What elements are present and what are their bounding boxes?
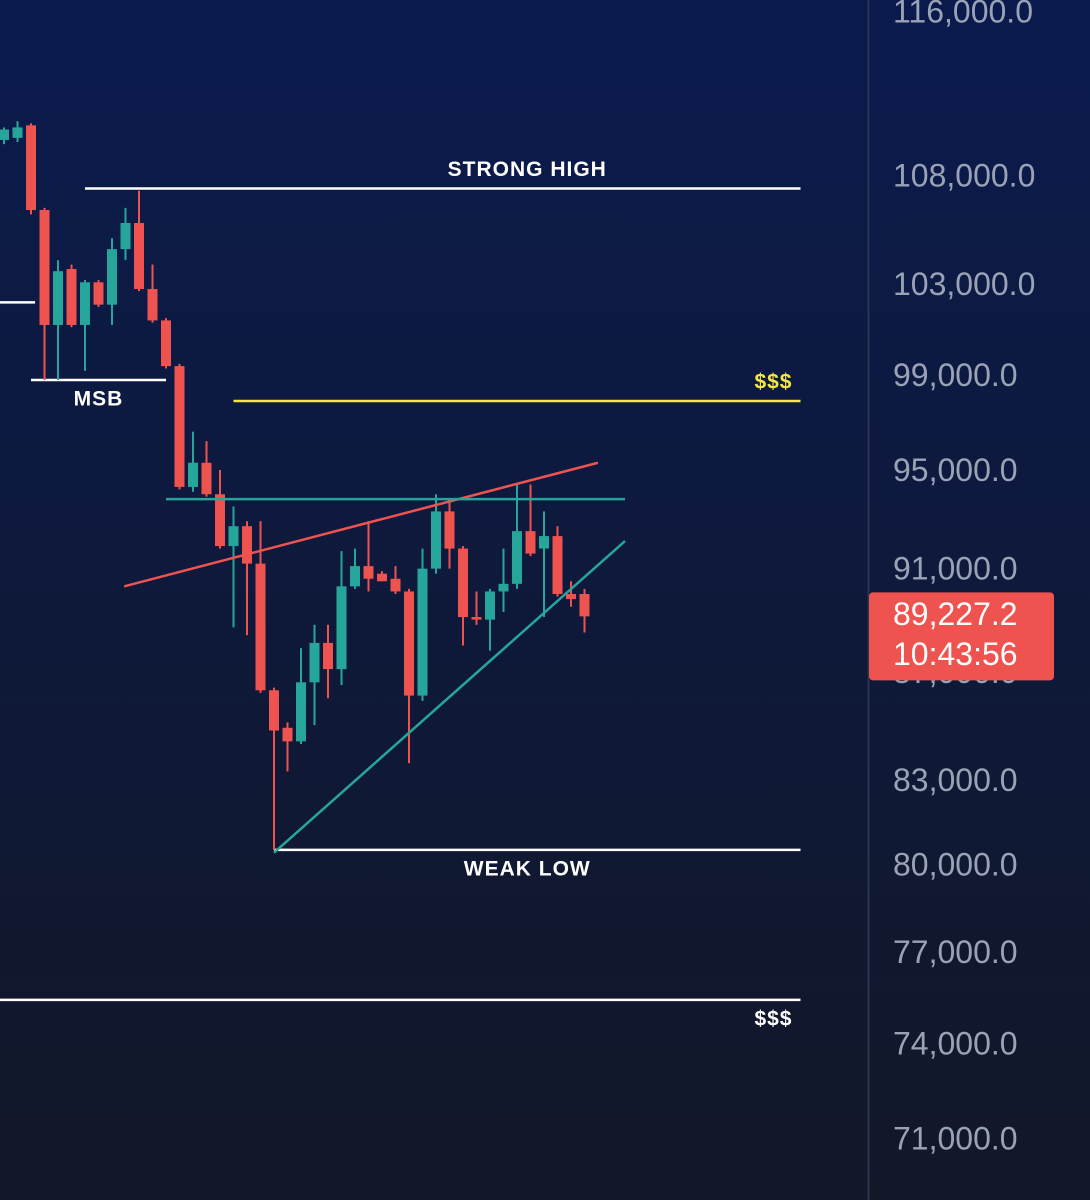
candle-body [39,210,50,325]
y-tick-label: 74,000.0 [893,1025,1018,1061]
candle-body [417,568,428,696]
countdown: 10:43:56 [893,636,1018,672]
candle-body [269,690,279,731]
candle-body [188,462,198,487]
candle-body [53,271,63,325]
candle-body [80,282,90,325]
candle-body [471,617,482,620]
price-badge [869,592,1054,681]
y-tick-label: 95,000.0 [893,452,1018,488]
candle-body [309,642,320,683]
candle-body [512,531,522,584]
y-tick-label: 108,000.0 [893,157,1035,193]
candle-body [390,578,401,592]
y-tick-label: 91,000.0 [893,551,1018,587]
candle-body [161,320,171,367]
candle-body [282,727,293,742]
candle-body [431,511,441,569]
last-price: 89,227.2 [893,596,1018,632]
candle-body [363,566,374,579]
candle-body [552,536,563,594]
level-label: STRONG HIGH [448,158,607,181]
candle-body [147,288,158,321]
y-tick-label: 80,000.0 [893,846,1018,882]
candle-body [0,129,9,140]
y-tick-label: 77,000.0 [893,934,1018,970]
candle-body [458,548,468,618]
candle-body [350,566,360,587]
candle-body [228,526,239,547]
candle-body [12,127,23,138]
candle-body [296,682,306,742]
y-tick-label: 99,000.0 [893,357,1018,393]
candle-body [66,268,77,325]
candle-body [174,366,185,487]
candle-body [566,593,576,600]
candle-body [498,583,509,592]
candle-body [404,591,414,696]
candle-body [336,586,347,670]
candle-body [120,222,131,250]
candle-body [444,511,455,549]
y-tick-label: 116,000.0 [893,0,1033,29]
candle-body [525,531,536,554]
trendline [123,461,599,588]
candle-body [201,462,212,495]
candle-body [255,563,266,691]
candle-body [579,593,590,617]
candle-body [26,125,36,211]
y-tick-label: 71,000.0 [893,1120,1018,1156]
candle-body [485,591,495,620]
level-label: MSB [74,388,124,411]
candle-body [215,494,225,547]
candle-body [377,573,387,582]
candle-body [323,642,333,670]
level-label: WEAK LOW [464,857,591,880]
candle-body [242,526,252,564]
candle-body [107,249,117,305]
y-tick-label: 83,000.0 [893,762,1018,798]
level-label: $$$ [754,1007,792,1030]
candle-body [539,536,549,549]
candle-body [93,282,104,305]
trendline [273,540,626,854]
candle-body [134,222,144,289]
y-tick-label: 103,000.0 [893,266,1035,302]
level-label: $$$ [754,371,792,394]
